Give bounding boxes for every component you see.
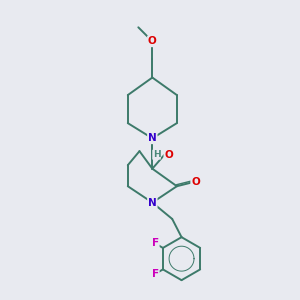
Text: N: N xyxy=(148,198,157,208)
Text: O: O xyxy=(148,36,157,46)
Text: O: O xyxy=(164,150,173,160)
Text: H: H xyxy=(153,150,160,159)
Text: F: F xyxy=(152,238,159,248)
Text: N: N xyxy=(148,133,157,143)
Text: O: O xyxy=(191,176,200,187)
Text: F: F xyxy=(152,269,159,279)
